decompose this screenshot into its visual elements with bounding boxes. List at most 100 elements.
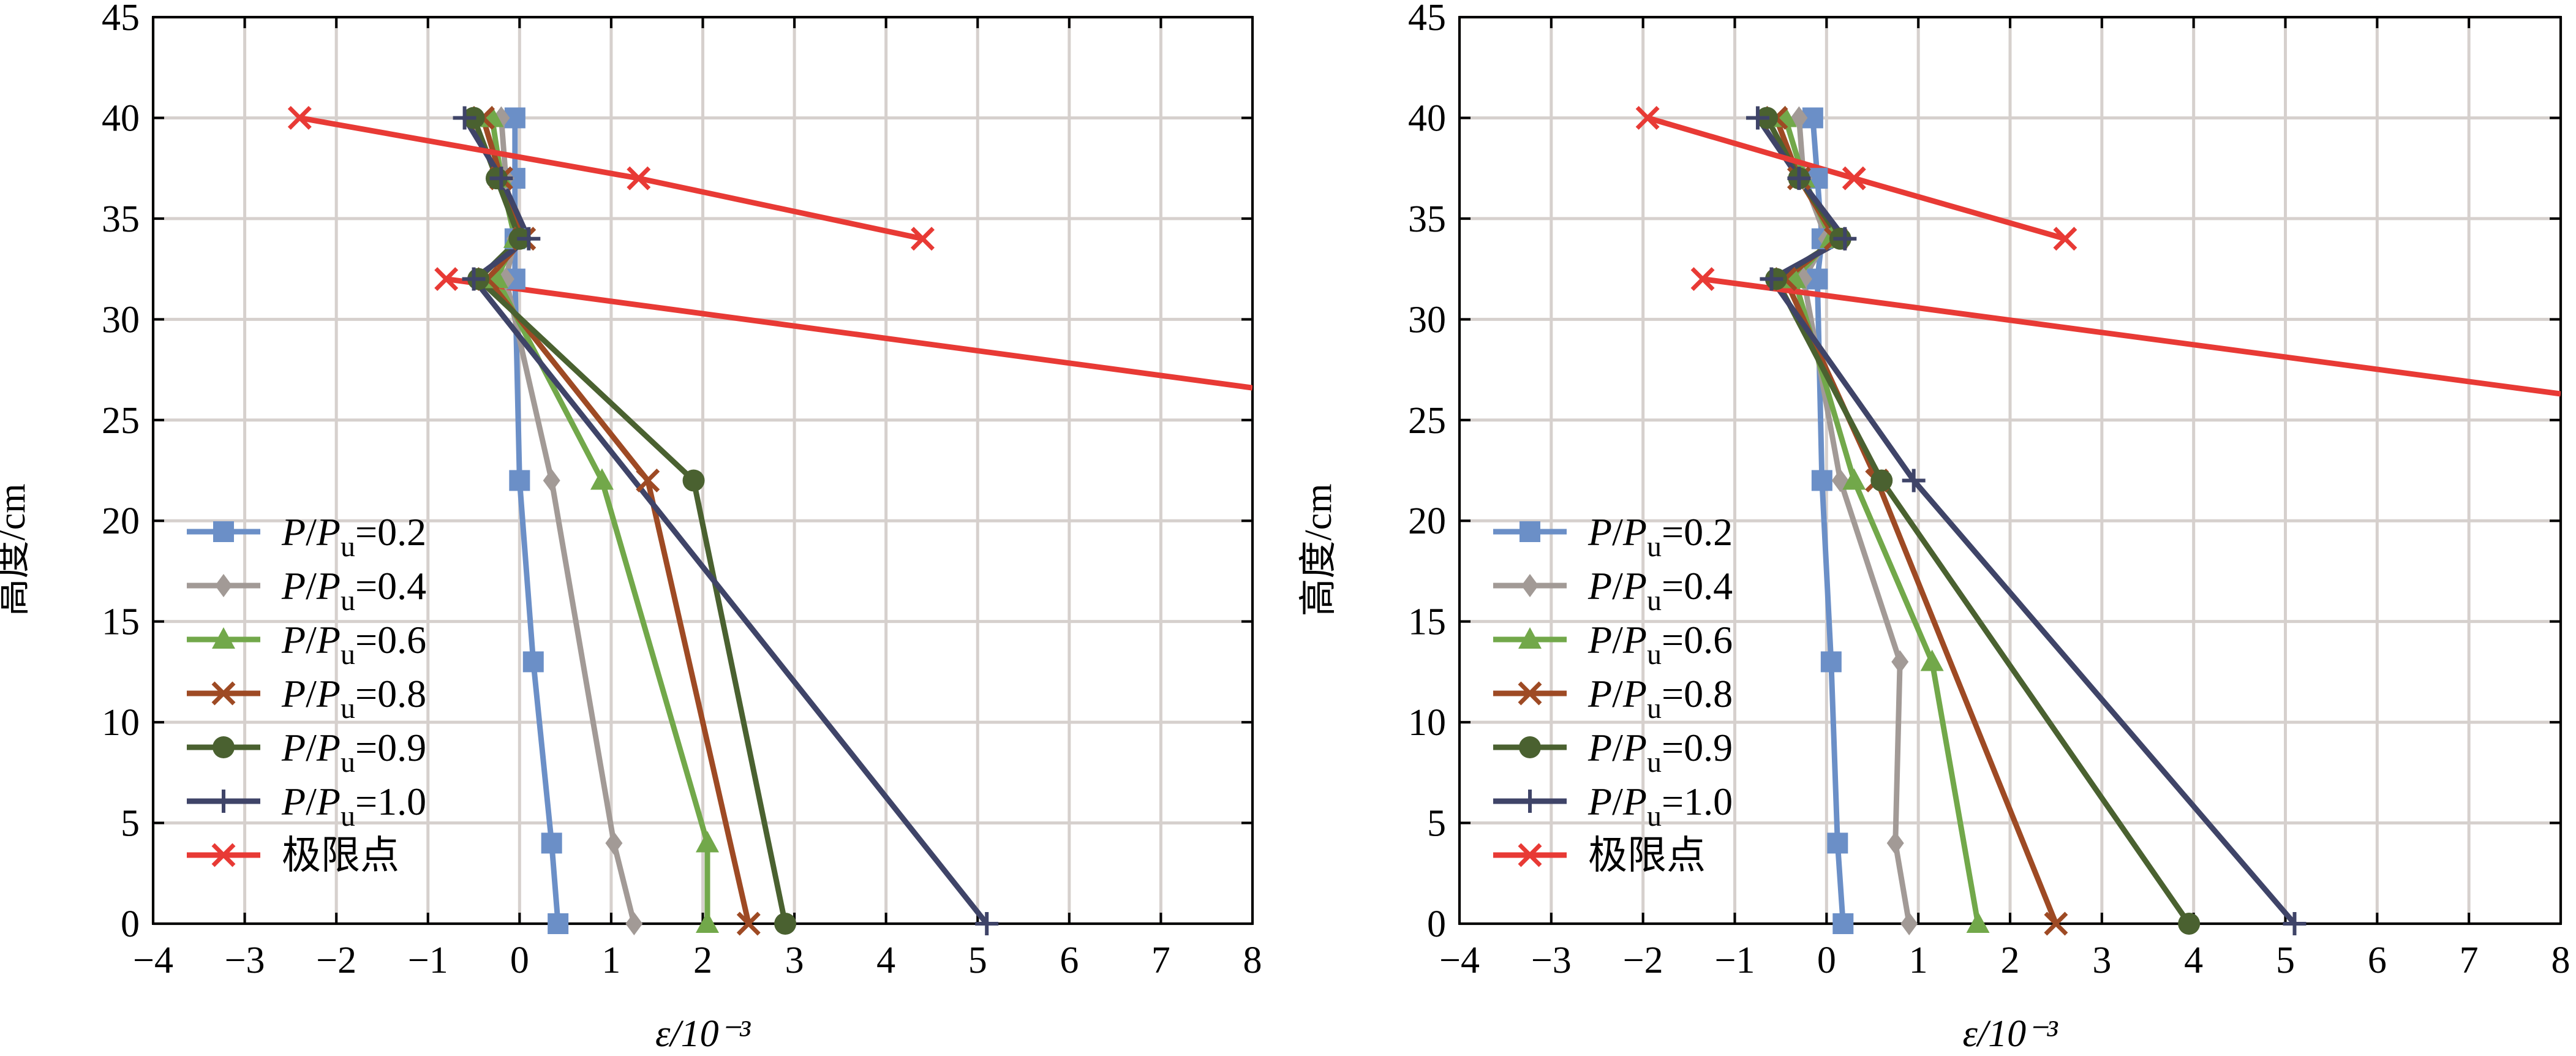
data-point-p-pu-0-6 [695,831,719,853]
legend-item: 极限点 [1493,834,1706,877]
series-segment-limit-point [446,276,1252,391]
data-point-p-pu-0-2 [509,470,530,491]
y-tick-label: 5 [121,803,140,845]
y-tick-label: 45 [102,0,140,39]
data-point-p-pu-1-0 [975,912,999,935]
legend-item: P/Pu=0.9 [1493,726,1733,779]
data-point-p-pu-0-4 [605,831,623,855]
y-tick-label: 5 [1427,803,1446,845]
x-tick-label: 6 [1060,940,1079,981]
y-tick-label: 10 [1408,702,1446,744]
legend-label: P/Pu=0.4 [1587,564,1733,617]
x-tick-label: −1 [408,940,448,981]
legend-label: P/Pu=0.8 [1587,672,1733,725]
x-tick-label: 7 [1151,940,1170,981]
legend-swatch-marker [1519,736,1541,758]
legend-label: P/Pu=0.9 [1587,726,1733,779]
data-point-p-pu-1-0 [453,106,476,130]
legend-label: 极限点 [282,834,399,877]
data-point-p-pu-0-2 [1832,913,1854,934]
data-point-p-pu-1-0 [517,227,541,251]
y-tick-label: 30 [1408,299,1446,341]
y-axis-label: 高度/cm [0,484,33,617]
x-tick-label: 7 [2460,940,2479,981]
data-point-p-pu-1-0 [1746,106,1769,130]
y-tick-label: 20 [1408,500,1446,542]
y-tick-label: 15 [102,602,140,643]
x-tick-label: 4 [876,940,895,981]
legend-item: P/Pu=1.0 [1493,780,1733,832]
x-tick-label: 4 [2184,940,2203,981]
legend-label: P/Pu=0.9 [281,726,426,779]
legend-swatch-marker [1518,627,1542,649]
data-point-p-pu-0-8 [736,911,761,936]
data-point-p-pu-0-4 [1900,912,1918,935]
legend-swatch-marker [213,521,234,542]
data-point-p-pu-0-6 [1920,649,1944,671]
legend-swatch-marker [1518,790,1542,813]
legend-swatch-marker [215,574,232,597]
x-tick-label: 8 [1243,940,1262,981]
y-tick-label: 35 [102,198,140,240]
data-point-p-pu-0-2 [1820,651,1842,673]
y-axis-label: 高度/cm [1298,484,1339,617]
data-point-p-pu-0-2 [1811,470,1832,491]
data-point-p-pu-1-0 [1902,469,1926,492]
data-point-p-pu-0-6 [1842,468,1866,490]
x-tick-label: 2 [2001,940,2020,981]
legend-item: P/Pu=0.2 [187,510,426,563]
legend-label: P/Pu=0.2 [281,510,426,563]
legend-swatch-marker [1520,521,1540,542]
legend-label: 极限点 [1588,834,1706,877]
data-point-p-pu-1-0 [1760,267,1783,291]
data-point-p-pu-0-2 [522,651,544,673]
legend-label: P/Pu=0.8 [281,672,426,725]
x-tick-label: 2 [693,940,712,981]
x-tick-label: −4 [133,940,173,981]
chart-panel-left: −4 −3 −2 −1 0 1 2 3 4 5 6 7 8051015202530354045ε/10⁻… [0,0,1262,1055]
legend-label: P/Pu=0.6 [281,618,426,671]
data-point-p-pu-1-0 [462,267,486,291]
y-tick-label: 20 [102,500,140,542]
x-tick-label: −3 [1531,940,1572,981]
y-tick-label: 0 [121,903,140,945]
x-tick-label: −1 [1715,940,1755,981]
x-tick-label: 0 [510,940,529,981]
y-tick-label: 30 [102,299,140,341]
data-point-p-pu-0-6 [695,911,719,933]
x-tick-label: 5 [968,940,987,981]
legend-label: P/Pu=0.6 [1587,618,1733,671]
y-tick-label: 15 [1408,602,1446,643]
legend-item: P/Pu=0.8 [187,672,426,725]
data-point-p-pu-0-2 [1827,832,1848,854]
y-tick-label: 45 [1408,0,1446,39]
x-tick-label: −3 [225,940,265,981]
legend-label: P/Pu=1.0 [1587,780,1733,832]
x-tick-label: 1 [1909,940,1928,981]
legend-swatch-marker [211,681,236,706]
data-point-p-pu-0-4 [543,469,560,492]
data-point-limit-point [287,105,312,130]
legend-item: P/Pu=1.0 [187,780,426,832]
data-point-p-pu-1-0 [1833,227,1857,251]
data-point-p-pu-0-2 [548,913,569,934]
markers [1635,105,2307,936]
legend-label: P/Pu=0.4 [281,564,426,617]
data-point-p-pu-0-4 [1891,650,1909,674]
legend-swatch-marker [212,627,235,649]
legend-swatch-marker [211,843,236,867]
y-tick-label: 25 [1408,400,1446,442]
x-tick-label: −2 [1623,940,1663,981]
data-point-limit-point [627,166,651,190]
legend-item: P/Pu=0.8 [1493,672,1733,725]
y-tick-label: 0 [1427,903,1446,945]
x-tick-label: 5 [2276,940,2295,981]
legend-swatch-marker [213,736,235,758]
legend-swatch-marker [212,790,235,813]
data-point-p-pu-0-4 [625,912,643,935]
x-axis-label: ε/10⁻³ [655,1013,751,1055]
legend-swatch-marker [1518,681,1542,706]
data-point-limit-point [1842,166,1866,190]
data-point-p-pu-0-8 [636,468,660,492]
x-tick-label: 0 [1817,940,1836,981]
